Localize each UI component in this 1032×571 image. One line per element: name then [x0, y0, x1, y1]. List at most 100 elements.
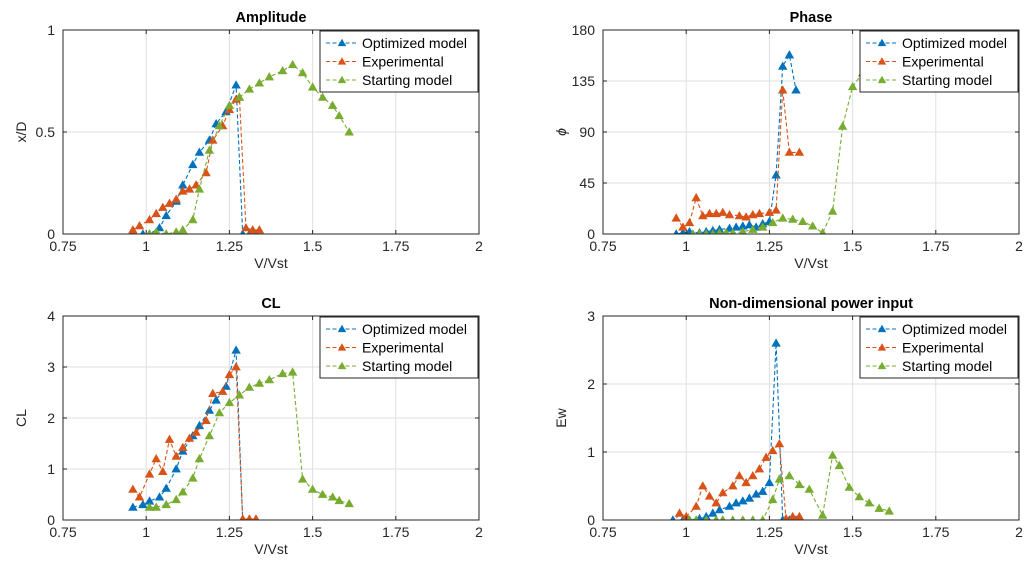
- legend-label: Optimized model: [362, 321, 467, 337]
- data-point: [713, 515, 719, 520]
- data-point: [188, 214, 198, 224]
- x-tick-label: 1.5: [843, 238, 863, 254]
- data-point: [164, 434, 175, 443]
- data-point: [722, 228, 730, 234]
- data-point: [734, 211, 745, 220]
- data-point: [837, 121, 848, 130]
- data-point: [711, 208, 721, 218]
- data-point: [718, 487, 728, 497]
- data-point: [214, 408, 225, 417]
- data-point: [764, 477, 775, 487]
- data-point: [728, 481, 738, 490]
- data-point: [154, 223, 165, 232]
- y-tick-label: 4: [47, 308, 55, 324]
- data-point: [854, 492, 865, 501]
- data-point: [204, 145, 215, 154]
- data-point: [194, 453, 205, 463]
- series-experimental: [671, 85, 805, 231]
- data-point: [344, 498, 354, 508]
- chart-panel-2: 0.75 1 1.25 1.5 1.75 2 0 45 90 135 180 Phase V/Vst ϕ O…: [553, 10, 1023, 271]
- legend-marker: [877, 57, 887, 65]
- y-tick-label: 1: [47, 461, 55, 477]
- data-point: [184, 184, 195, 193]
- data-point: [748, 209, 758, 219]
- x-tick-label: 0.75: [589, 524, 616, 540]
- data-point: [231, 80, 241, 89]
- data-point: [204, 405, 215, 414]
- data-point: [782, 513, 790, 520]
- data-point: [178, 487, 188, 496]
- x-tick-label: 1.5: [303, 524, 323, 540]
- x-tick-label: 1.25: [216, 238, 243, 254]
- legend-label: Optimized model: [362, 35, 467, 51]
- data-point: [874, 503, 884, 512]
- data-point: [184, 433, 195, 442]
- data-point: [698, 481, 708, 490]
- data-point: [194, 184, 205, 193]
- x-axis-label: V/Vst: [794, 541, 828, 557]
- data-point: [191, 427, 201, 436]
- data-point: [297, 474, 308, 483]
- data-point: [287, 367, 298, 376]
- x-tick-label: 1.75: [382, 238, 409, 254]
- legend-marker: [337, 38, 347, 47]
- data-point: [761, 452, 771, 461]
- data-point: [158, 466, 168, 476]
- series-starting-model: [146, 59, 354, 234]
- data-point: [161, 499, 171, 509]
- legend: Optimized model Experimental Starting mode…: [859, 316, 1019, 379]
- y-axis-label: CL: [13, 409, 29, 427]
- data-point: [191, 180, 201, 189]
- legend-marker: [337, 324, 347, 333]
- y-tick-label: 45: [579, 175, 595, 191]
- data-point: [144, 469, 155, 478]
- data-point: [144, 502, 155, 511]
- y-tick-label: 3: [587, 308, 595, 324]
- legend: Optimized model Experimental Starting mode…: [859, 30, 1019, 93]
- y-tick-label: 1: [587, 444, 595, 460]
- y-tick-label: 0: [587, 512, 595, 528]
- data-point: [151, 453, 161, 463]
- data-point: [708, 508, 718, 517]
- legend: Optimized model Experimental Starting mode…: [319, 316, 479, 379]
- legend-label: Starting model: [902, 72, 992, 88]
- data-point: [819, 228, 826, 234]
- y-tick-label: 2: [587, 376, 595, 392]
- data-point: [738, 496, 748, 505]
- legend-label: Starting model: [362, 72, 452, 88]
- data-point: [764, 207, 775, 216]
- data-point: [307, 484, 318, 493]
- legend-label: Starting model: [362, 358, 452, 374]
- x-tick-label: 1.25: [216, 524, 243, 540]
- y-tick-label: 0: [587, 226, 595, 242]
- data-point: [684, 217, 695, 227]
- legend-marker: [337, 75, 347, 84]
- data-point: [254, 378, 265, 387]
- data-point: [171, 494, 181, 504]
- y-tick-label: 3: [47, 359, 55, 375]
- data-point: [327, 492, 338, 501]
- data-point: [287, 59, 298, 69]
- data-point: [711, 498, 721, 507]
- data-point: [748, 224, 758, 233]
- series-line: [149, 64, 350, 234]
- data-point: [827, 450, 838, 459]
- y-tick-label: 90: [579, 124, 595, 140]
- y-tick-label: 0: [47, 226, 55, 242]
- data-point: [239, 514, 247, 520]
- data-point: [151, 208, 161, 218]
- data-point: [754, 464, 765, 473]
- legend-label: Starting model: [902, 358, 992, 374]
- data-point: [171, 194, 181, 203]
- chart-title: Phase: [790, 10, 833, 26]
- series-line: [149, 371, 350, 508]
- x-tick-label: 2: [475, 524, 483, 540]
- x-axis-label: V/Vst: [254, 255, 288, 271]
- legend-marker: [337, 361, 347, 370]
- data-point: [724, 209, 735, 219]
- data-point: [277, 368, 288, 378]
- data-point: [794, 479, 805, 489]
- data-point: [787, 214, 798, 223]
- data-point: [767, 217, 778, 227]
- x-tick-label: 0.75: [589, 238, 616, 254]
